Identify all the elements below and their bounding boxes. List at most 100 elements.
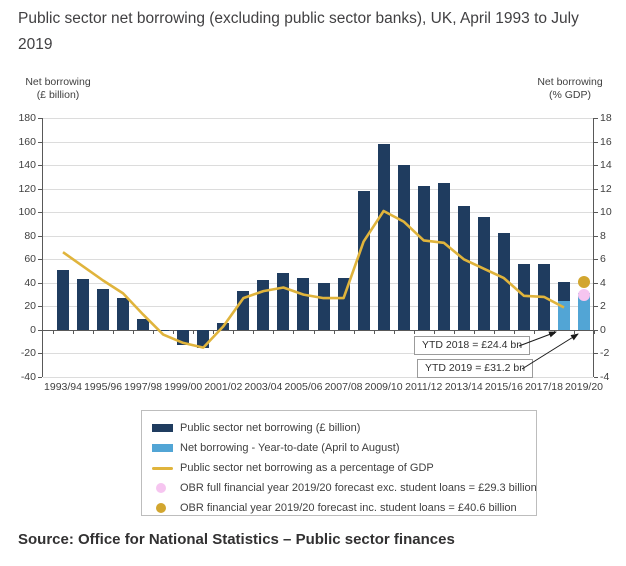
- left-axis-tick-label: 80: [24, 229, 36, 242]
- psnb-bar-2010/11: [397, 165, 410, 330]
- x-axis-label-2013/14: 2013/14: [444, 381, 483, 393]
- category-tick: [333, 329, 335, 334]
- psnb-bar-2015/16: [497, 233, 510, 330]
- psnb-bar-1994/95: [77, 279, 90, 330]
- left-axis-tick: [38, 259, 42, 261]
- left-axis-tick-label: 40: [24, 276, 36, 289]
- plot-area: 180 18 160 16 140 14 120 12 100 10 80 8 60 6 40 4 20 2 0 0-…: [18, 113, 611, 394]
- legend-label: OBR financial year 2019/20 forecast inc.…: [180, 502, 517, 514]
- right-axis-tick-label: 4: [600, 276, 606, 289]
- gridline: [43, 118, 593, 119]
- right-axis-tick-label: 6: [600, 253, 606, 266]
- left-axis-tick-label: 100: [18, 206, 36, 219]
- category-tick: [413, 329, 415, 334]
- category-tick: [233, 329, 235, 334]
- ytd-bar-2018/19: [558, 301, 570, 330]
- left-axis-tick-label: 120: [18, 182, 36, 195]
- left-axis-tick: [38, 188, 42, 190]
- category-tick: [73, 329, 75, 334]
- category-tick: [52, 329, 54, 334]
- left-axis-title: Net borrowing (£ billion): [19, 76, 97, 102]
- left-axis-tick: [38, 329, 42, 331]
- gridline: [43, 212, 593, 214]
- psnb-bar-2006/07: [317, 283, 330, 330]
- x-axis-label-2003/04: 2003/04: [244, 381, 283, 393]
- bar-navy-swatch-icon: [152, 424, 173, 432]
- left-axis-tick: [38, 306, 42, 308]
- x-axis-label-1995/96: 1995/96: [84, 381, 123, 393]
- right-axis-tick-label: 12: [600, 182, 612, 195]
- gridline: [43, 165, 593, 167]
- x-axis-label-2005/06: 2005/06: [284, 381, 323, 393]
- left-axis-tick-label: 180: [18, 112, 36, 124]
- x-axis-label-1997/98: 1997/98: [124, 381, 163, 393]
- left-axis-tick: [38, 377, 42, 378]
- left-axis-tick: [38, 118, 42, 119]
- category-tick: [353, 329, 355, 334]
- psnb-bar-1995/96: [97, 288, 110, 330]
- psnb-bar-2011/12: [417, 186, 430, 330]
- x-axis-label-2017/18: 2017/18: [524, 381, 563, 393]
- x-axis-label-1993/94: 1993/94: [44, 381, 82, 393]
- left-axis-tick-label: 140: [18, 159, 36, 172]
- left-axis-title-line2: (£ billion): [36, 89, 80, 101]
- left-axis-tick: [38, 141, 42, 143]
- left-axis-tick: [38, 282, 42, 284]
- left-axis-tick-label: 0: [30, 323, 36, 336]
- right-axis-tick: [594, 165, 598, 167]
- x-axis-label-2019/20: 2019/20: [565, 381, 604, 393]
- left-axis-tick-label: 160: [18, 135, 36, 148]
- gridline: [43, 282, 593, 284]
- source-line: Source: Office for National Statistics –…: [18, 531, 455, 548]
- x-axis-label-2011/12: 2011/12: [405, 381, 443, 393]
- left-axis-tick: [38, 212, 42, 214]
- psnb-bar-2008/09: [357, 190, 370, 330]
- psnb-bar-1993/94: [57, 269, 69, 330]
- left-axis-tick-label: -20: [20, 347, 36, 360]
- psnb-bar-2012/13: [437, 182, 450, 330]
- right-axis-tick-label: 18: [600, 112, 612, 124]
- right-axis-tick: [594, 259, 598, 261]
- category-tick: [273, 329, 275, 334]
- category-tick: [293, 329, 295, 334]
- category-tick: [213, 329, 215, 334]
- x-axis-zero-line: [43, 329, 593, 331]
- category-tick: [574, 329, 576, 334]
- left-axis-tick: [38, 165, 42, 167]
- category-tick: [313, 329, 315, 334]
- psnb-bar-1997/98: [137, 319, 150, 330]
- ytd-bar-2019/20: [578, 293, 591, 330]
- ytd-2019-annotation: YTD 2019 = £31.2 bn: [417, 359, 534, 378]
- legend-item-2: Public sector net borrowing as a percent…: [152, 458, 536, 478]
- x-axis-label-1999/00: 1999/00: [164, 381, 203, 393]
- legend-label: Net borrowing - Year-to-date (April to A…: [180, 442, 400, 454]
- category-tick: [373, 329, 375, 334]
- left-axis-tick: [38, 353, 42, 355]
- psnb-bar-2013/14: [457, 206, 470, 330]
- left-axis-tick-label: 20: [24, 300, 36, 313]
- right-axis-tick: [594, 282, 598, 284]
- right-axis-tick-label: 8: [600, 229, 606, 242]
- legend-label: OBR full financial year 2019/20 forecast…: [180, 482, 537, 494]
- obr-marker-pink: [578, 289, 591, 302]
- category-tick: [253, 329, 255, 334]
- right-axis-tick-label: 16: [600, 135, 612, 148]
- right-axis-tick: [594, 118, 598, 119]
- right-axis-tick: [594, 141, 598, 143]
- psnb-bar-2009/10: [377, 143, 390, 330]
- x-axis-label-2001/02: 2001/02: [204, 381, 243, 393]
- gridline: [43, 188, 593, 190]
- ytd-2018-annotation: YTD 2018 = £24.4 bn: [414, 336, 531, 355]
- right-axis-tick: [594, 212, 598, 214]
- right-axis-tick: [594, 235, 598, 237]
- gdp-line-path: [62, 209, 565, 349]
- psnb-bar-2014/15: [477, 216, 490, 330]
- legend-item-4: OBR financial year 2019/20 forecast inc.…: [152, 498, 536, 518]
- gridline: [43, 235, 593, 237]
- legend-item-1: Net borrowing - Year-to-date (April to A…: [152, 438, 536, 458]
- legend-item-3: OBR full financial year 2019/20 forecast…: [152, 478, 537, 498]
- right-axis-tick: [594, 377, 598, 378]
- gridline: [43, 141, 593, 143]
- right-axis-title-line2: (% GDP): [549, 89, 591, 101]
